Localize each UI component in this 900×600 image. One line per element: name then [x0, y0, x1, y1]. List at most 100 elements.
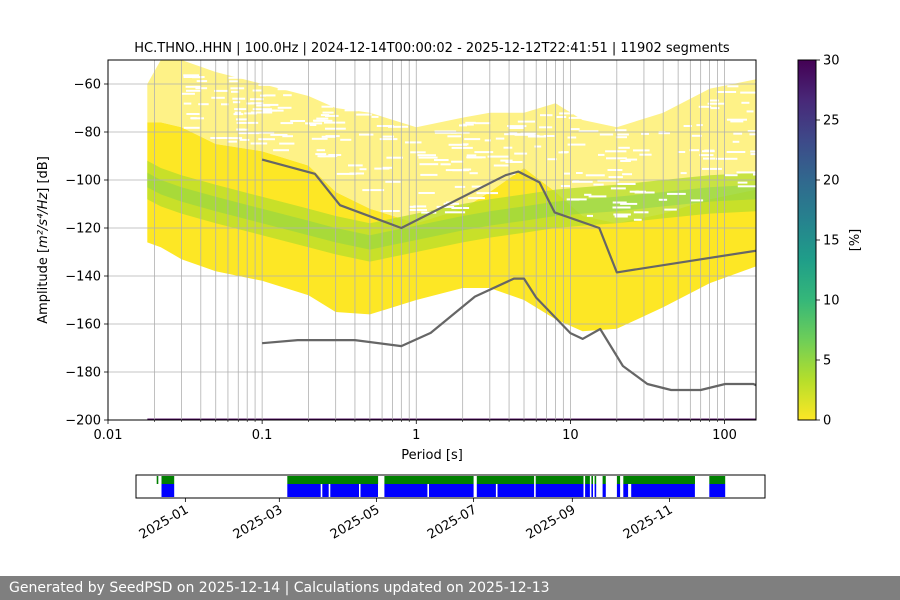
psd-sparse-gap [325, 135, 340, 138]
psd-sparse-gap [238, 132, 260, 135]
y-tick-label: −160 [65, 318, 101, 333]
y-tick-label: −120 [65, 222, 101, 237]
timeline-green-span [156, 476, 159, 484]
psd-sparse-gap [186, 89, 201, 92]
psd-sparse-gap [324, 121, 346, 124]
psd-sparse-gap [707, 102, 725, 105]
psd-sparse-gap [280, 122, 294, 125]
psd-sparse-gap [451, 160, 464, 163]
psd-figure: 0.01 0.1 1 10 100 −60−80−100−120−140−160−180… [36, 41, 863, 543]
timeline-blue-span [330, 484, 359, 497]
psd-sparse-gap [716, 91, 737, 93]
psd-sparse-gap [556, 116, 567, 118]
psd-mode-band [147, 160, 756, 262]
timeline-tick-label: 2025-01 [137, 502, 192, 542]
timeline-green-span [623, 476, 695, 484]
psd-sparse-gap [709, 99, 719, 102]
psd-sparse-gap [750, 150, 756, 153]
psd-sparse-gap [507, 125, 527, 128]
psd-sparse-gap [612, 206, 631, 209]
nhnm-line [261, 158, 756, 274]
psd-sparse-gap [410, 151, 426, 154]
timeline-blue-span [709, 484, 726, 497]
psd-sparse-gap [211, 96, 225, 99]
psd-sparse-gap [388, 125, 409, 128]
psd-sparse-gap [195, 87, 208, 90]
psd-sparse-gap [356, 113, 372, 116]
y-axis-label: Amplitude [m²/s⁴/Hz] [dB] [36, 156, 51, 324]
psd-sparse-gap [239, 138, 250, 141]
psd-sparse-gap [234, 108, 247, 111]
psd-sparse-gap [629, 190, 639, 193]
psd-sparse-gap [186, 113, 200, 115]
psd-sparse-gap [753, 173, 756, 176]
colorbar-label: [%] [848, 229, 863, 252]
psd-sparse-gap [710, 107, 720, 110]
psd-sparse-gap [336, 172, 357, 175]
psd-sparse-gap [500, 159, 513, 162]
psd-sparse-gap [191, 117, 204, 120]
colorbar-gradient [797, 59, 817, 421]
psd-sparse-gap [214, 89, 229, 92]
psd-sparse-gap [451, 131, 470, 134]
psd-sparse-gap [451, 207, 470, 209]
psd-sparse-gap [231, 90, 240, 93]
psd-sparse-gap [703, 157, 716, 160]
psd-sparse-gap [267, 109, 277, 112]
psd-sparse-gap [417, 154, 436, 157]
timeline-tick-label: 2025-09 [524, 502, 579, 542]
psd-sparse-gap [508, 127, 524, 129]
psd-sparse-gap [517, 120, 536, 123]
psd-sparse-gap [311, 137, 328, 140]
psd-sparse-gap [434, 130, 457, 133]
psd-sparse-gap [181, 92, 195, 95]
psd-sparse-gap [732, 140, 740, 143]
timeline-blue-span [591, 484, 593, 497]
psd-sparse-gap [309, 124, 317, 126]
psd-plot: 0.01 0.1 1 10 100 −60 −80 −100 −120 −140 −160 −180… [36, 41, 757, 463]
psd-mode-core [147, 172, 756, 250]
psd-sparse-gap [570, 128, 580, 131]
psd-sparse-gap [349, 172, 364, 175]
colorbar-tick-label: 20 [823, 174, 840, 189]
psd-sparse-gap [558, 151, 568, 154]
psd-sparse-gap [183, 102, 192, 105]
psd-sparse-gap [260, 94, 266, 97]
psd-sparse-gap [633, 218, 642, 221]
psd-sparse-gap [319, 155, 336, 158]
psd-sparse-gap [464, 138, 481, 141]
noise-models [261, 158, 756, 392]
psd-sparse-gap [680, 172, 687, 175]
psd-sparse-gap [505, 161, 523, 163]
psd-sparse-gap [598, 153, 605, 156]
psd-sparse-gap [385, 180, 401, 183]
psd-sparse-gap [736, 171, 756, 174]
psd-sparse-gap [578, 130, 599, 133]
y-axis-label-units: m²/s⁴/Hz [36, 192, 51, 248]
psd-sparse-gap [617, 183, 636, 185]
psd-sparse-gap [315, 153, 327, 156]
psd-sparse-gap [183, 76, 205, 78]
timeline-blue-span [623, 484, 629, 497]
psd-sparse-gap [607, 169, 623, 171]
psd-sparse-gap [547, 158, 557, 161]
timeline-green-span [384, 476, 474, 484]
psd-sparse-gap [658, 132, 670, 135]
psd-sparse-gap [448, 143, 468, 146]
y-axis: −60 −80 −100 −120 −140 −160 −180 −200 [65, 78, 108, 429]
psd-sparse-gap [689, 149, 700, 152]
timeline-green-span [594, 476, 597, 484]
psd-sparse-gap [520, 132, 537, 135]
psd-sparse-gap [504, 133, 524, 136]
psd-sparse-gap [313, 119, 326, 122]
psd-sparse-gap [273, 149, 289, 152]
psd-sparse-gap [618, 146, 630, 149]
psd-sparse-gap [691, 199, 704, 202]
psd-sparse-gap [244, 112, 257, 115]
psd-sparse-gap [362, 189, 385, 192]
timeline-blue-span [535, 484, 584, 497]
psd-sparse-gap [633, 211, 649, 214]
timeline-blue-span [602, 484, 606, 497]
y-tick-label: −200 [65, 414, 101, 429]
psd-sparse-gap [702, 167, 722, 170]
